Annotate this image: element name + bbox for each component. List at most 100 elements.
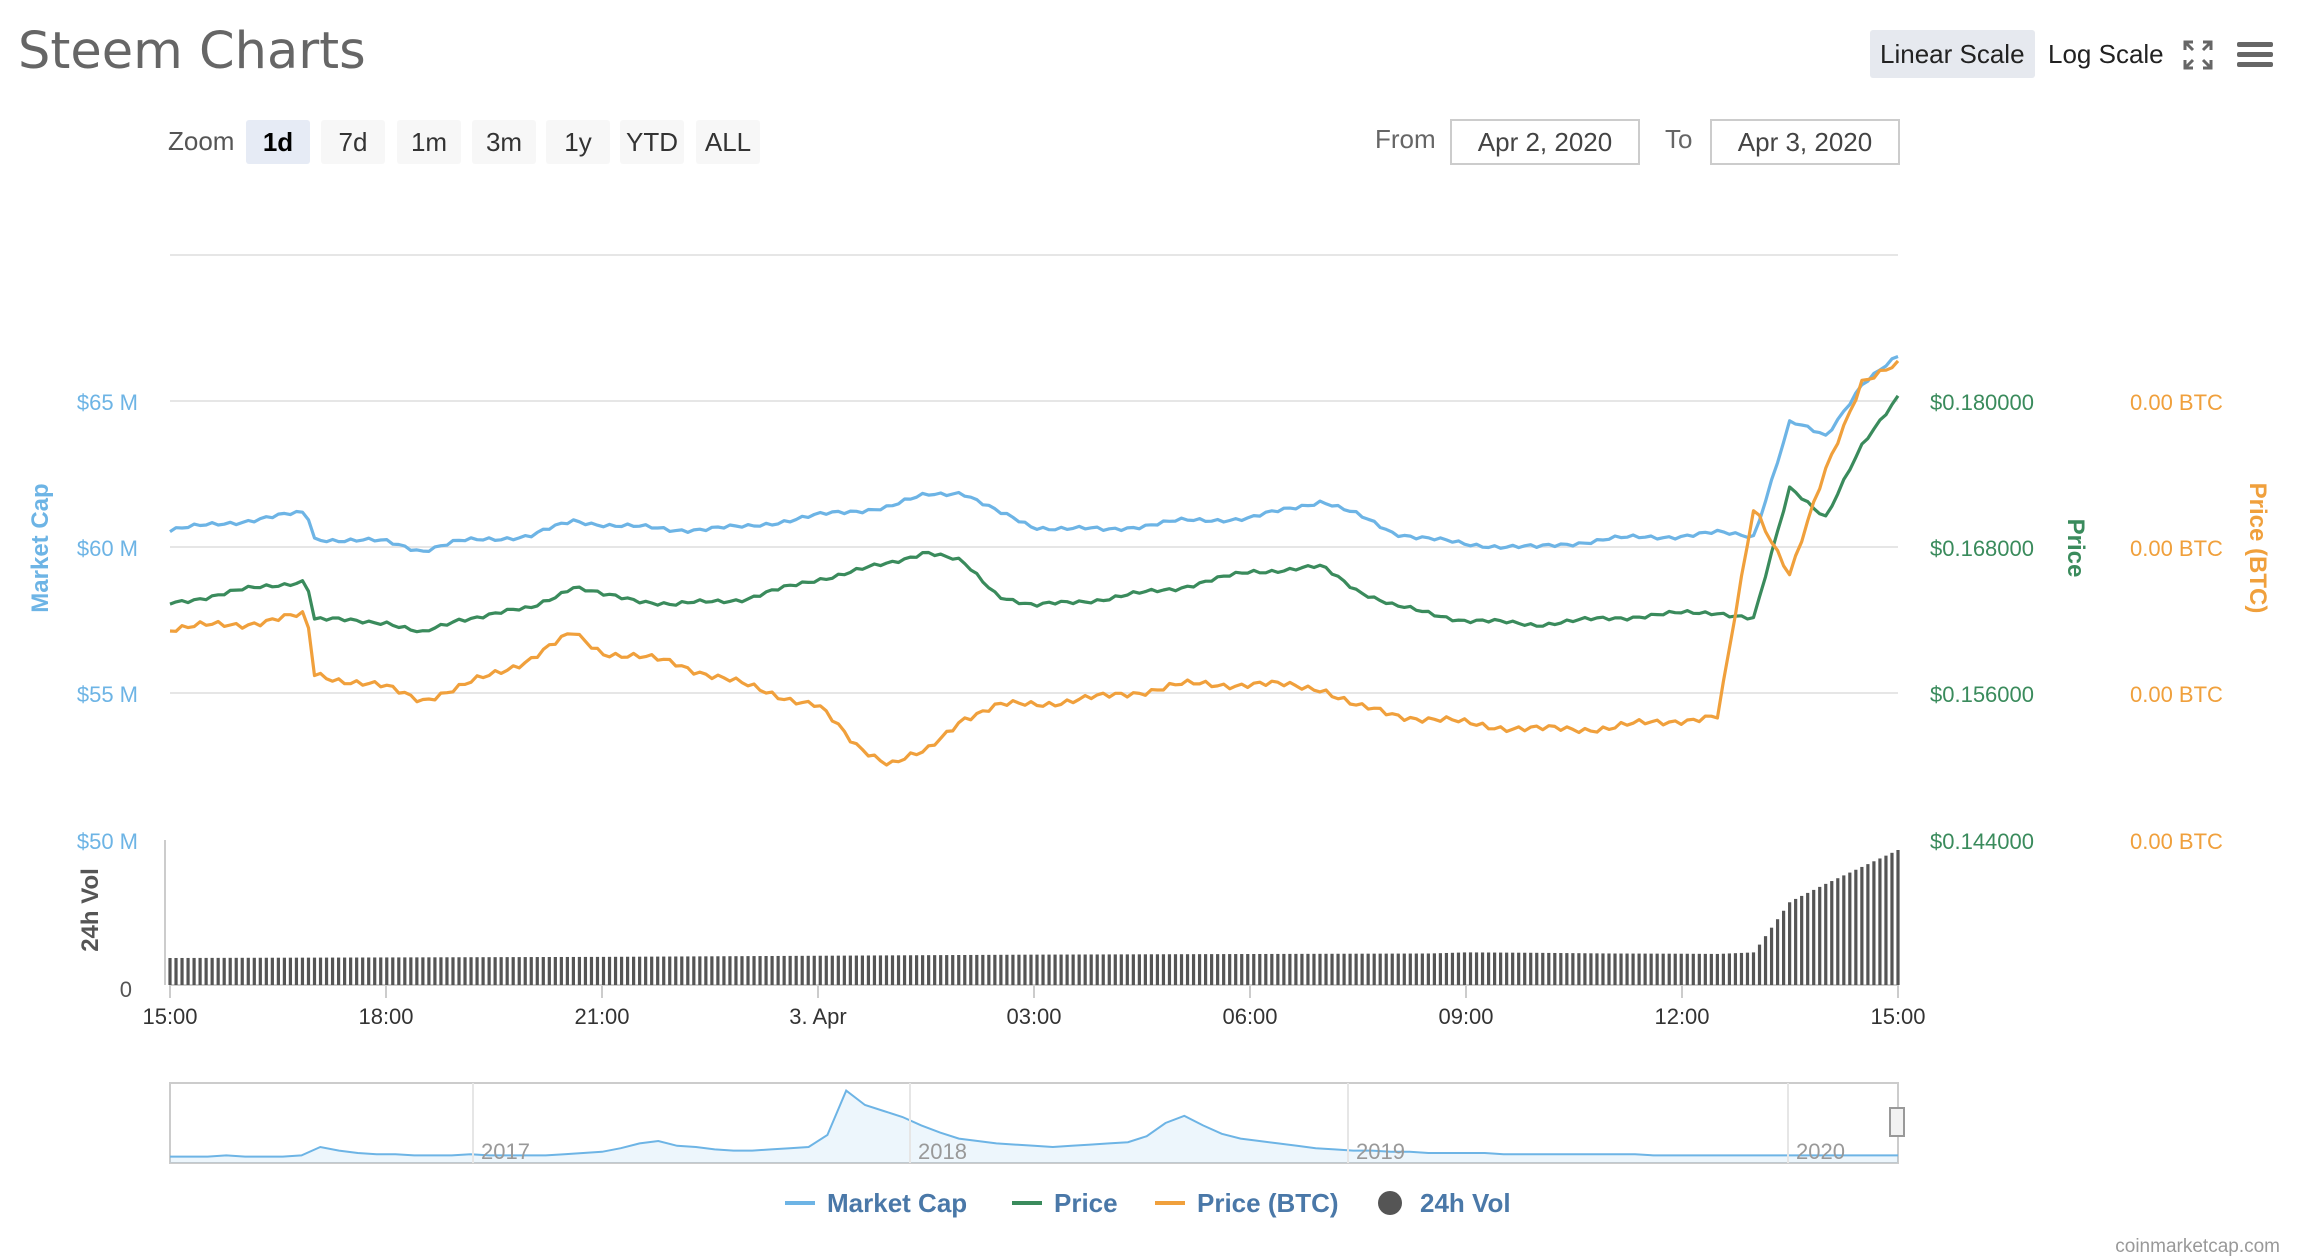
- volume-bar: [246, 957, 250, 985]
- volume-bar: [1101, 954, 1105, 985]
- legend-item-3[interactable]: 24h Vol: [1420, 1188, 1511, 1218]
- volume-bar: [704, 956, 708, 985]
- volume-bar: [589, 956, 594, 985]
- volume-bar: [1812, 889, 1816, 985]
- volume-bar: [1059, 954, 1063, 985]
- volume-bar: [830, 955, 834, 985]
- fullscreen-icon[interactable]: [2183, 40, 2213, 70]
- x-tick-label-5: 06:00: [1222, 1004, 1277, 1029]
- volume-bar: [993, 954, 997, 985]
- credit-link[interactable]: coinmarketcap.com: [2115, 1236, 2280, 1257]
- volume-bar: [1685, 953, 1689, 985]
- volume-bar: [644, 956, 648, 985]
- volume-bar: [734, 956, 738, 985]
- volume-bar: [1276, 953, 1280, 985]
- volume-bar: [1179, 954, 1184, 985]
- volume-bar: [1703, 953, 1707, 985]
- hamburger-menu-icon[interactable]: [2237, 40, 2273, 70]
- volume-bar: [710, 956, 714, 985]
- volume-bar: [1547, 952, 1551, 985]
- volume-bar: [939, 955, 943, 985]
- zoom-button-1d[interactable]: 1d: [246, 120, 310, 164]
- zoom-button-ytd[interactable]: YTD: [620, 120, 684, 164]
- volume-bar: [252, 957, 256, 985]
- volume-bar: [1595, 953, 1599, 985]
- volume-bar: [1161, 954, 1166, 985]
- volume-bar: [1757, 944, 1762, 985]
- volume-bar: [1583, 953, 1587, 985]
- volume-bar: [1203, 954, 1208, 985]
- volume-bar: [1240, 954, 1244, 985]
- volume-bar: [650, 956, 654, 985]
- volume-bar: [469, 957, 473, 985]
- volume-bar: [1890, 852, 1894, 985]
- volume-bar: [848, 955, 852, 985]
- volume-bar: [686, 956, 690, 985]
- volume-bar: [1053, 954, 1057, 985]
- volume-bar: [1432, 953, 1436, 985]
- volume-bar: [1607, 953, 1611, 985]
- volume-bar: [276, 957, 280, 985]
- volume-bar: [1258, 953, 1262, 985]
- volume-bar: [349, 957, 353, 985]
- log-scale-button[interactable]: Log Scale: [2048, 39, 2164, 69]
- volume-bar: [1613, 953, 1617, 985]
- volume-bar: [1709, 953, 1713, 985]
- zoom-button-3m[interactable]: 3m: [472, 120, 536, 164]
- volume-bar: [511, 957, 515, 985]
- zoom-button-all[interactable]: ALL: [696, 120, 760, 164]
- navigator-handle: [1889, 1107, 1905, 1137]
- page-title: Steem Charts: [18, 22, 366, 81]
- volume-bar: [1511, 952, 1515, 985]
- market-cap-tick-1: $60 M: [77, 536, 138, 561]
- zoom-button-1m[interactable]: 1m: [397, 120, 461, 164]
- legend-item-0[interactable]: Market Cap: [827, 1188, 967, 1218]
- zoom-button-1y[interactable]: 1y: [546, 120, 610, 164]
- legend-item-2[interactable]: Price (BTC): [1197, 1188, 1339, 1218]
- volume-bar: [1739, 952, 1744, 985]
- volume-bar: [1113, 954, 1117, 985]
- volume-bar: [1089, 954, 1093, 985]
- volume-bar: [1414, 953, 1418, 985]
- volume-bar: [415, 957, 419, 985]
- navigator-year-label-0: 2017: [481, 1139, 530, 1164]
- volume-bar: [463, 957, 467, 985]
- volume-bar: [529, 957, 533, 985]
- volume-bar: [1384, 953, 1388, 985]
- volume-bar: [1252, 954, 1256, 985]
- volume-bar: [306, 957, 311, 985]
- legend-item-1[interactable]: Price: [1054, 1188, 1118, 1218]
- volume-bar: [270, 957, 274, 985]
- volume-bar: [1306, 953, 1310, 985]
- volume-bar: [776, 955, 780, 985]
- volume-bar: [692, 956, 696, 985]
- volume-bar: [367, 957, 371, 985]
- volume-bar: [1866, 864, 1870, 985]
- volume-bar: [343, 957, 347, 985]
- volume-bar: [1173, 954, 1178, 985]
- volume-bar: [1661, 953, 1665, 985]
- volume-bar: [1818, 886, 1822, 985]
- volume-bar: [758, 956, 762, 985]
- volume-bar: [878, 955, 883, 985]
- volume-bar: [1330, 953, 1334, 985]
- volume-bar: [1294, 953, 1298, 985]
- volume-bar: [439, 957, 443, 985]
- volume-bar: [1426, 953, 1430, 985]
- volume-bar: [1288, 953, 1292, 985]
- volume-bar: [1216, 954, 1220, 985]
- price-btc-tick-3: 0.00 BTC: [2130, 829, 2223, 854]
- volume-bar: [595, 956, 600, 985]
- zoom-button-7d[interactable]: 7d: [321, 120, 385, 164]
- volume-bar: [1577, 953, 1581, 985]
- volume-bar: [505, 957, 509, 985]
- volume-bar: [1462, 952, 1467, 985]
- to-date-input[interactable]: Apr 3, 2020: [1710, 119, 1900, 165]
- volume-bar: [553, 956, 557, 985]
- volume-tick-0: 0: [120, 977, 132, 1002]
- volume-bar: [1366, 953, 1370, 985]
- from-date-input[interactable]: Apr 2, 2020: [1450, 119, 1640, 165]
- linear-scale-button[interactable]: Linear Scale: [1870, 30, 2035, 78]
- volume-bar: [445, 957, 449, 985]
